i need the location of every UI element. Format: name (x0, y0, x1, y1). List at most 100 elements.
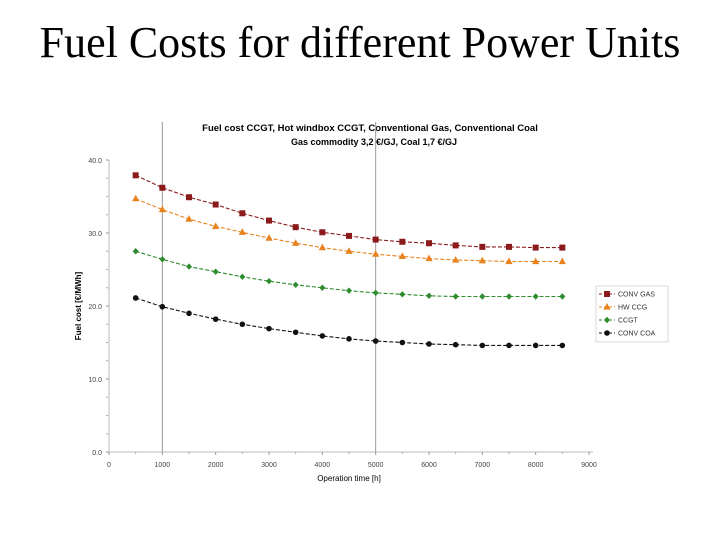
x-tick-label: 0 (107, 462, 111, 469)
y-tick-label: 10.0 (88, 377, 102, 384)
x-tick-label: 8000 (528, 462, 544, 469)
data-point (212, 201, 219, 208)
data-point (372, 289, 379, 297)
data-point (479, 342, 486, 349)
data-point (559, 293, 566, 300)
legend: CONV GAS HW CCG CCGT CONV COA (595, 285, 669, 343)
data-point (292, 329, 299, 336)
data-point (346, 232, 352, 239)
x-tick-label: 3000 (261, 462, 277, 469)
data-point (452, 242, 459, 249)
data-point (239, 321, 246, 328)
legend-marker (603, 303, 611, 310)
x-tick-label: 9000 (581, 462, 597, 469)
data-point (158, 205, 166, 213)
legend-label: CONV GAS (618, 292, 655, 299)
y-tick-label: 30.0 (88, 231, 102, 238)
data-point (532, 244, 539, 251)
data-point (265, 234, 273, 241)
x-tick-label: 7000 (475, 462, 491, 469)
y-tick-label: 20.0 (88, 304, 102, 311)
data-point (372, 338, 379, 344)
data-point (132, 172, 139, 179)
data-point (239, 273, 246, 280)
data-point (478, 256, 486, 264)
data-point (505, 257, 513, 265)
data-point (132, 194, 140, 202)
data-point (185, 215, 193, 222)
data-point (239, 210, 246, 217)
chart-title: Fuel cost CCGT, Hot windbox CCGT, Conven… (202, 123, 538, 134)
legend-label: CCGT (618, 318, 639, 325)
data-point (398, 252, 406, 259)
data-point (266, 217, 272, 224)
x-tick-label: 4000 (315, 462, 331, 469)
series-ccgt (132, 248, 566, 300)
legend-marker (604, 330, 610, 336)
y-axis-label: Fuel cost [€/MWh] (74, 271, 83, 340)
data-point (399, 291, 406, 298)
data-point (186, 194, 192, 201)
data-point (372, 250, 380, 257)
x-tick-label: 2000 (208, 462, 224, 469)
data-point (319, 229, 326, 236)
data-point (132, 248, 139, 255)
data-point (399, 339, 406, 346)
data-point (452, 256, 460, 263)
data-point (372, 236, 379, 243)
data-point (292, 281, 299, 289)
data-point (319, 284, 326, 291)
series-layer (132, 172, 566, 349)
series-hw-ccg (132, 194, 566, 265)
data-point (292, 224, 299, 231)
data-point (506, 243, 512, 250)
slide-title: Fuel Costs for different Power Units (39, 18, 681, 67)
legend-label: HW CCG (618, 305, 647, 312)
data-point (425, 254, 433, 262)
data-point (238, 228, 246, 235)
axes: 0.0 10.0 20.0 30.0 40.0 0 1000 2000 3000 4000 5000… (88, 122, 597, 469)
data-point (426, 240, 432, 247)
data-point (186, 263, 192, 270)
legend-label: CONV COA (618, 331, 656, 338)
data-point (212, 222, 220, 230)
series-conv-coa (132, 295, 566, 349)
y-tick-label: 40.0 (88, 158, 102, 165)
legend-item: CONV GAS (599, 291, 655, 299)
x-tick-label: 5000 (368, 462, 384, 469)
legend-item: CONV COA (599, 330, 656, 338)
legend-marker (604, 291, 610, 297)
legend-item: CCGT (599, 316, 639, 325)
legend-marker (604, 316, 610, 324)
data-point (559, 244, 566, 251)
data-point (399, 238, 406, 245)
x-tick-label: 6000 (421, 462, 437, 469)
data-point (506, 293, 512, 300)
data-point (266, 277, 272, 285)
data-point (346, 287, 352, 294)
data-point (159, 256, 166, 263)
series-line (135, 198, 563, 263)
data-point (318, 243, 326, 251)
data-point (292, 239, 300, 246)
data-point (506, 342, 512, 349)
data-point (132, 295, 139, 301)
data-point (479, 293, 486, 300)
data-point (186, 310, 192, 317)
series-conv-gas (132, 172, 566, 251)
data-point (266, 325, 272, 332)
data-point (532, 293, 539, 300)
data-point (426, 292, 432, 299)
x-axis-label: Operation time [h] (317, 474, 381, 483)
data-point (426, 341, 432, 347)
y-tick-label: 0.0 (92, 450, 102, 457)
chart-subtitle: Gas commodity 3,2 €/GJ, Coal 1,7 €/GJ (291, 137, 457, 147)
legend-item: HW CCG (599, 303, 647, 312)
data-point (452, 293, 459, 300)
data-point (212, 316, 219, 322)
x-tick-label: 1000 (155, 462, 171, 469)
data-point (452, 341, 459, 348)
data-point (345, 247, 353, 254)
data-point (532, 342, 539, 349)
